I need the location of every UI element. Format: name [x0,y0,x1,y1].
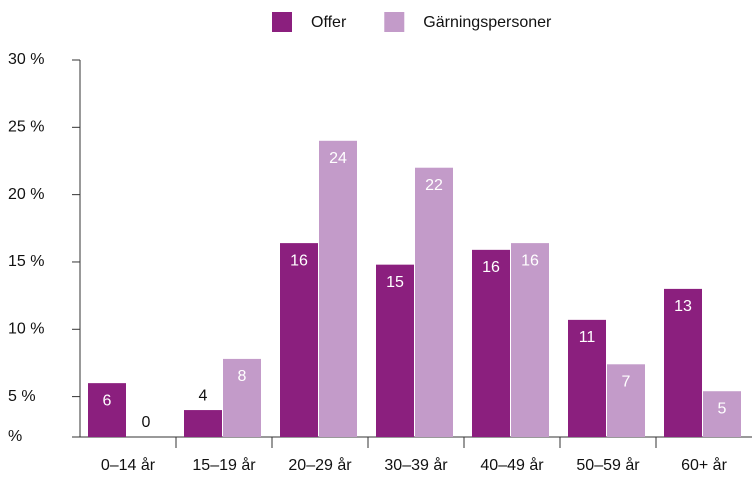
data-label: 15 [386,274,404,291]
x-tick-label: 50–59 år [576,456,640,474]
data-label: 6 [103,392,112,409]
data-label: 13 [674,298,692,315]
bar [319,140,357,438]
data-label: 16 [521,252,539,269]
legend-swatch [272,12,292,32]
y-tick-label: 5 % [8,388,36,405]
legend-label: Gärningspersoner [423,14,552,31]
bar [664,288,702,437]
bar [415,167,453,437]
data-label: 5 [718,400,727,417]
legend-swatch [384,12,405,32]
y-tick-label: 30 % [8,51,44,68]
data-label: 24 [329,150,347,167]
x-tick-label: 15–19 år [192,456,256,474]
data-label: 4 [199,387,208,404]
data-label: 16 [290,252,308,269]
bar [511,243,549,437]
bar [568,319,606,437]
bar [703,391,741,437]
y-tick-label: 20 % [8,186,44,203]
x-tick-label: 20–29 år [288,456,352,474]
data-label: 11 [579,329,596,346]
bar [280,243,318,437]
bar [472,249,510,437]
bar [223,358,261,437]
bar [88,383,126,437]
data-label: 7 [622,374,631,391]
bar [376,264,414,437]
data-label: 0 [142,414,151,431]
data-label: 22 [425,177,443,194]
y-tick-label: 25 % [8,119,44,136]
y-tick-label: % [8,428,22,445]
data-label: 16 [482,259,500,276]
y-tick-label: 15 % [8,253,44,270]
legend-label: Offer [311,14,347,31]
x-tick-label: 60+ år [681,456,727,474]
y-tick-label: 10 % [8,321,44,338]
x-tick-label: 30–39 år [384,456,448,474]
x-tick-label: 40–49 år [480,456,544,474]
x-tick-label: 0–14 år [101,456,156,474]
data-label: 8 [238,368,247,385]
bar [607,364,645,437]
bar [184,410,222,437]
